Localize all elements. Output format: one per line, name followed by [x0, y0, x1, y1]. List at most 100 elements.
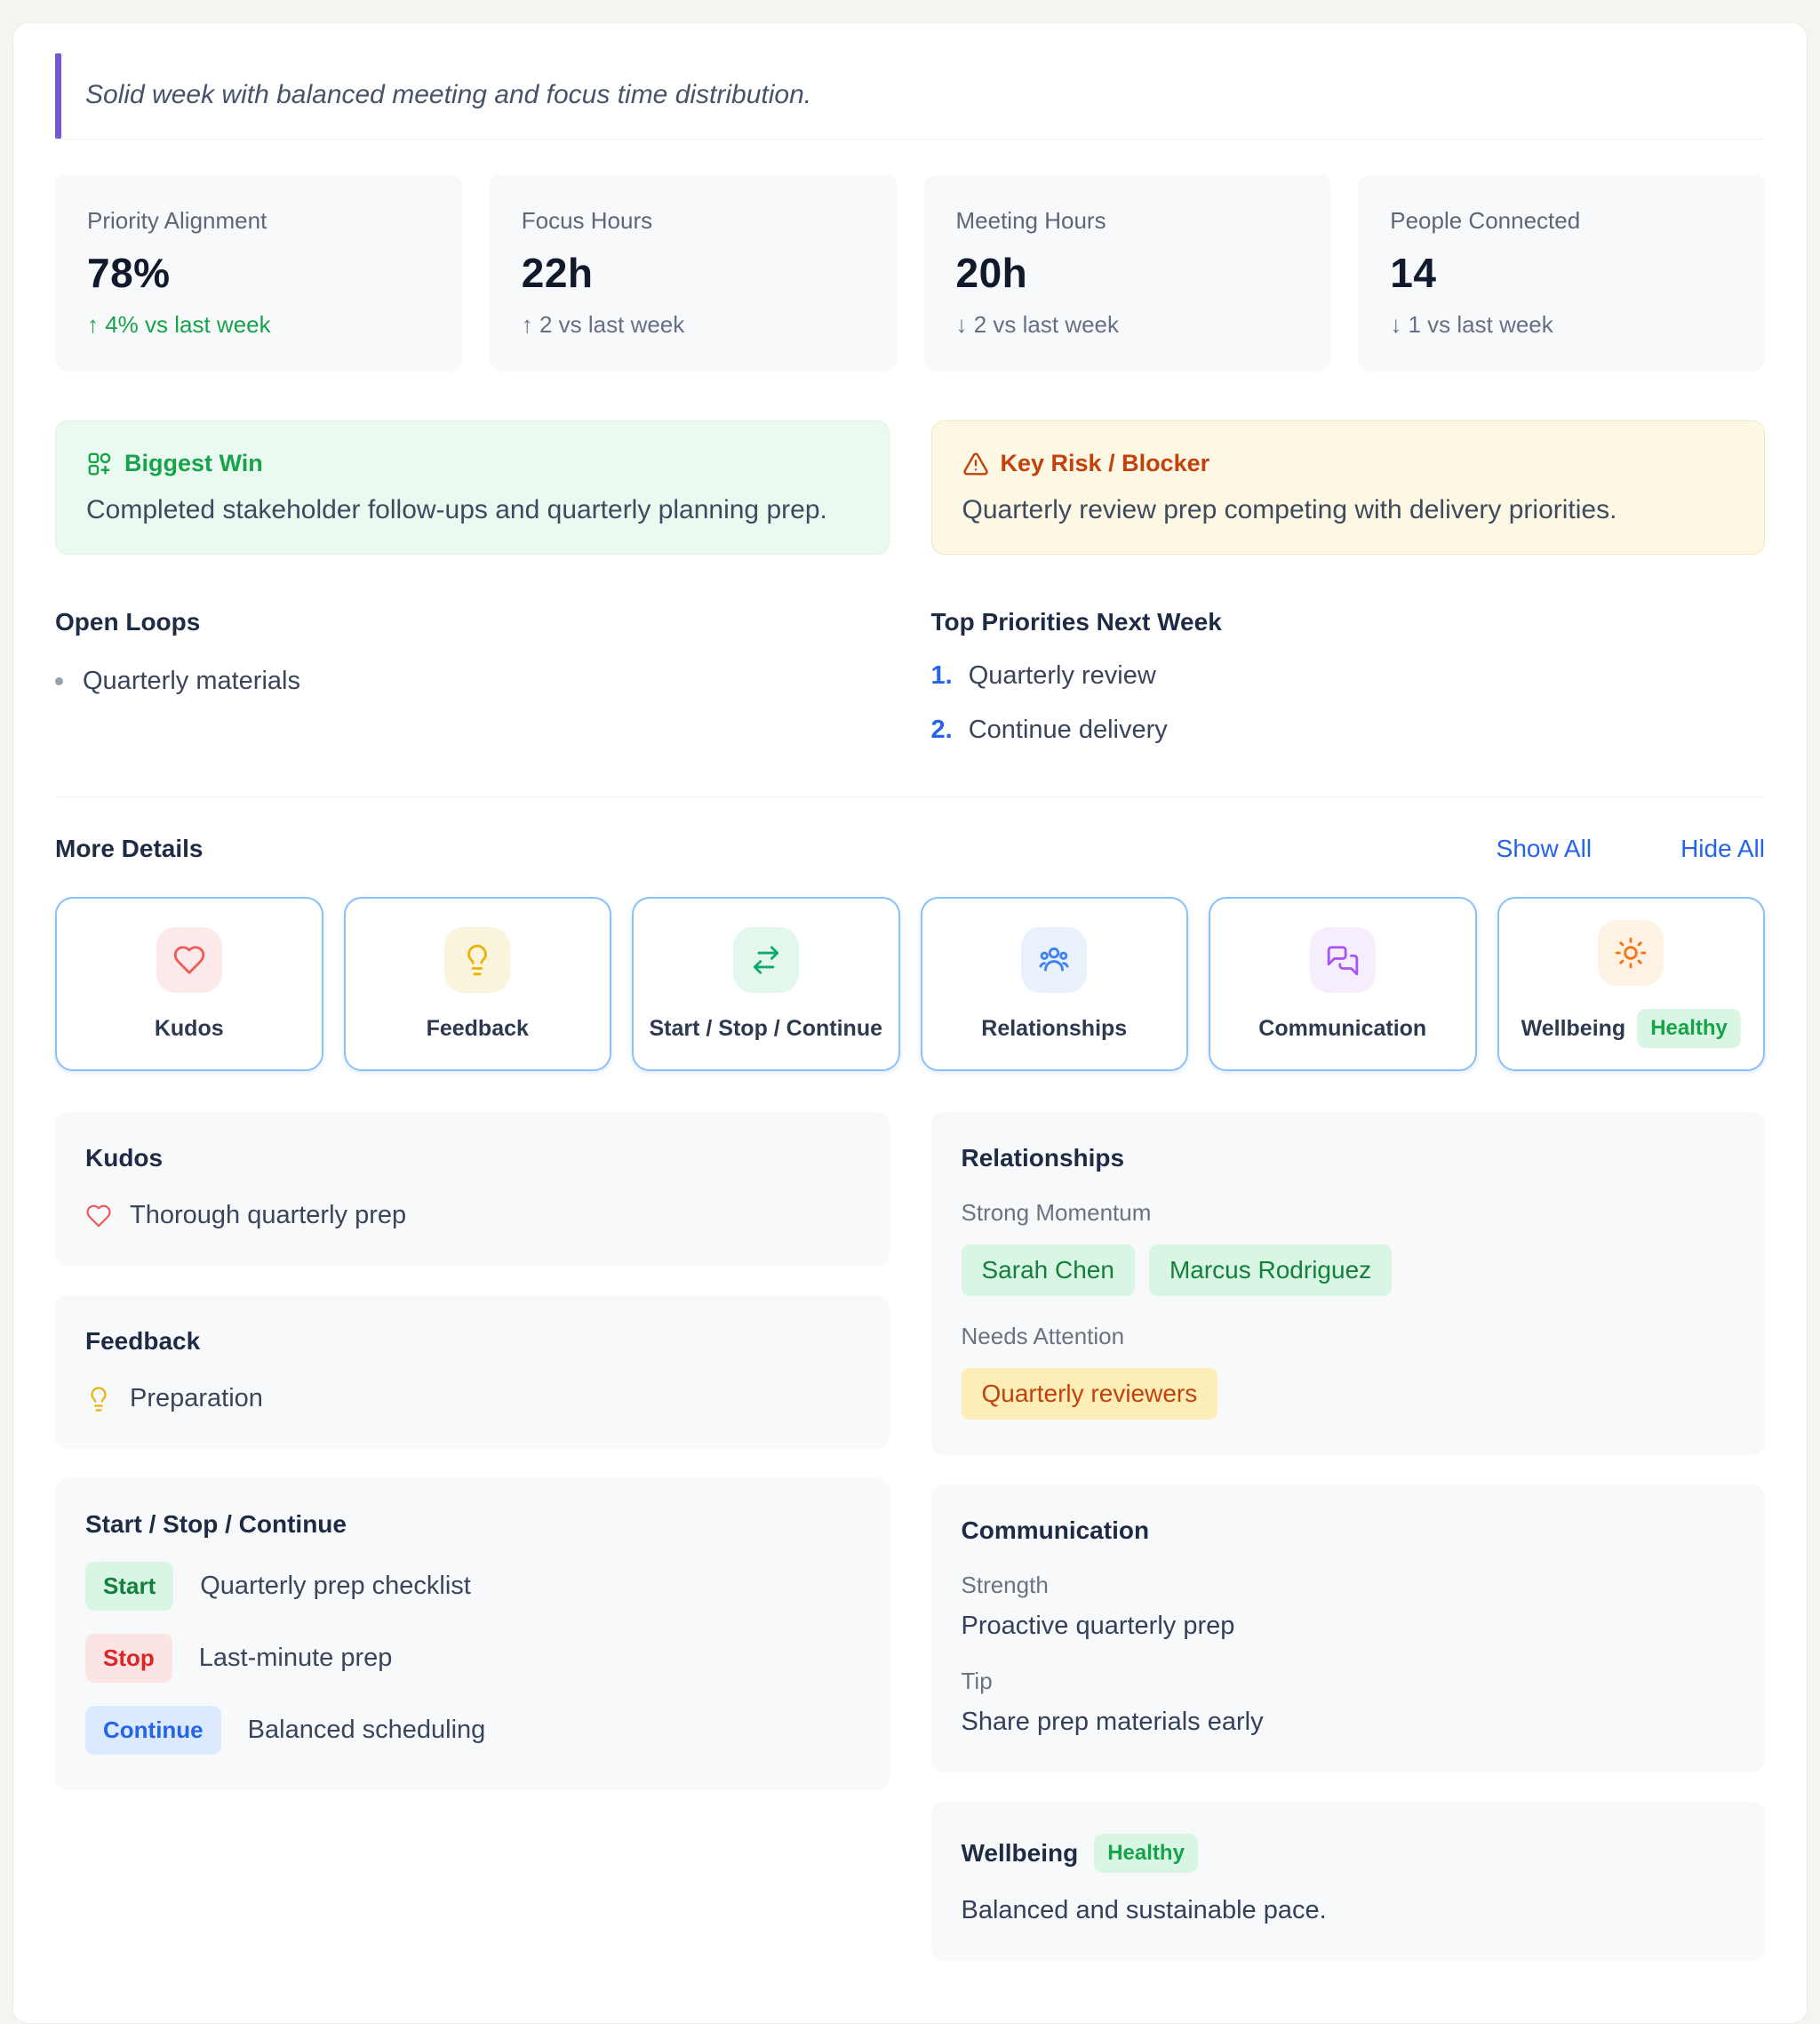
stat-delta: ↓ 2 vs last week — [955, 311, 1120, 338]
top-priorities-title: Top Priorities Next Week — [930, 608, 1222, 636]
feedback-section-title: Feedback — [85, 1327, 201, 1355]
stats-row: Priority Alignment 78% ↑ 4% vs last week… — [55, 175, 1765, 371]
grid-plus-icon — [86, 451, 113, 477]
stop-badge: Stop — [85, 1634, 172, 1683]
stat-label: Priority Alignment — [87, 207, 267, 234]
biggest-win-title: Biggest Win — [124, 450, 263, 476]
biggest-win-text: Completed stakeholder follow-ups and qua… — [86, 495, 827, 524]
stat-value: 78% — [87, 250, 171, 296]
biggest-win-callout: Biggest Win Completed stakeholder follow… — [55, 420, 890, 555]
arrows-left-right-icon — [732, 926, 799, 993]
stat-label: Meeting Hours — [955, 207, 1106, 234]
stat-delta: ↓ 1 vs last week — [1390, 311, 1553, 338]
stat-card-focus-hours: Focus Hours 22h ↑ 2 vs last week — [489, 175, 897, 371]
stat-value: 20h — [955, 250, 1028, 296]
card-label: Feedback — [426, 1015, 529, 1041]
people-group-icon — [1021, 926, 1088, 993]
priority-number: 2. — [930, 716, 953, 744]
stat-value: 14 — [1390, 250, 1437, 296]
top-priorities-list: Top Priorities Next Week 1. Quarterly re… — [931, 608, 1766, 745]
ssc-row-text: Last-minute prep — [198, 1644, 393, 1672]
continue-badge: Continue — [85, 1706, 221, 1755]
healthy-badge: Healthy — [1094, 1834, 1198, 1873]
warning-triangle-icon — [962, 451, 989, 477]
card-label: Relationships — [981, 1015, 1128, 1041]
relationships-section: Relationships Strong Momentum Sarah Chen… — [930, 1112, 1765, 1455]
relationships-card[interactable]: Relationships — [920, 897, 1188, 1071]
priority-text: Continue delivery — [968, 716, 1168, 744]
start-stop-continue-card[interactable]: Start / Stop / Continue — [632, 897, 900, 1071]
card-label: Start / Stop / Continue — [649, 1015, 883, 1041]
relationships-section-title: Relationships — [961, 1144, 1125, 1172]
ssc-row-text: Quarterly prep checklist — [200, 1572, 471, 1600]
key-risk-text: Quarterly review prep competing with del… — [962, 495, 1617, 524]
needs-attention-label: Needs Attention — [961, 1323, 1125, 1349]
kudos-item-text: Thorough quarterly prep — [130, 1201, 407, 1229]
callouts-row: Biggest Win Completed stakeholder follow… — [55, 420, 1765, 555]
more-details-title: More Details — [55, 835, 204, 862]
stat-delta: ↑ 2 vs last week — [521, 311, 685, 338]
open-loop-text: Quarterly materials — [83, 667, 300, 695]
feedback-card[interactable]: Feedback — [343, 897, 611, 1071]
summary-quote: Solid week with balanced meeting and foc… — [85, 80, 812, 109]
card-label: Wellbeing Healthy — [1521, 1009, 1741, 1048]
chat-bubbles-icon — [1309, 926, 1376, 993]
communication-card[interactable]: Communication — [1209, 897, 1477, 1071]
wellbeing-section-title: Wellbeing Healthy — [962, 1834, 1736, 1873]
key-risk-title: Key Risk / Blocker — [1000, 450, 1210, 476]
feedback-section: Feedback Preparation — [55, 1295, 890, 1449]
feedback-item: Preparation — [85, 1384, 859, 1413]
priority-text: Quarterly review — [968, 661, 1156, 690]
ssc-row-text: Balanced scheduling — [247, 1716, 486, 1744]
communication-section: Communication Strength Proactive quarter… — [930, 1484, 1765, 1772]
priority-number: 1. — [930, 661, 953, 690]
start-stop-continue-section: Start / Stop / Continue Start Quarterly … — [55, 1478, 890, 1790]
strong-momentum-tags: Sarah Chen Marcus Rodriguez — [961, 1244, 1736, 1296]
stat-value: 22h — [521, 250, 594, 296]
more-details-header: More Details Show All Hide All — [55, 835, 1765, 863]
stat-card-people-connected: People Connected 14 ↓ 1 vs last week — [1358, 175, 1765, 371]
show-all-link[interactable]: Show All — [1496, 835, 1592, 862]
right-column: Relationships Strong Momentum Sarah Chen… — [930, 1112, 1765, 1961]
weekly-summary-page: Solid week with balanced meeting and foc… — [12, 22, 1808, 2024]
stat-delta: ↑ 4% vs last week — [87, 311, 271, 338]
open-loops-list: Open Loops Quarterly materials — [55, 608, 890, 745]
needs-attention-tags: Quarterly reviewers — [961, 1368, 1736, 1420]
key-risk-callout: Key Risk / Blocker Quarterly review prep… — [930, 420, 1765, 555]
tip-label: Tip — [961, 1668, 993, 1694]
card-label: Communication — [1258, 1015, 1427, 1041]
tip-text: Share prep materials early — [961, 1708, 1264, 1736]
left-column: Kudos Thorough quarterly prep Feedback — [55, 1112, 890, 1790]
summary-quote-section: Solid week with balanced meeting and foc… — [55, 53, 1765, 140]
detail-sections: Kudos Thorough quarterly prep Feedback — [55, 1112, 1765, 1961]
feedback-item-text: Preparation — [130, 1384, 263, 1412]
kudos-section: Kudos Thorough quarterly prep — [55, 1112, 890, 1266]
quote-accent-bar — [55, 53, 61, 139]
lists-row: Open Loops Quarterly materials Top Prior… — [55, 608, 1765, 797]
ssc-row-stop: Stop Last-minute prep — [85, 1634, 859, 1683]
stat-label: People Connected — [1390, 207, 1581, 234]
heart-icon — [156, 926, 222, 993]
start-badge: Start — [85, 1562, 174, 1611]
hide-all-link[interactable]: Hide All — [1680, 835, 1765, 862]
stat-card-meeting-hours: Meeting Hours 20h ↓ 2 vs last week — [923, 175, 1331, 371]
wellbeing-text: Balanced and sustainable pace. — [961, 1896, 1327, 1924]
heart-icon — [85, 1203, 112, 1229]
list-item: Quarterly materials — [55, 667, 890, 696]
person-tag: Sarah Chen — [961, 1244, 1135, 1296]
healthy-badge: Healthy — [1637, 1009, 1741, 1048]
wellbeing-section: Wellbeing Healthy Balanced and sustainab… — [930, 1802, 1765, 1961]
person-tag: Marcus Rodriguez — [1148, 1244, 1393, 1296]
detail-toggle-cards: Kudos Feedback Start / Stop / Continue — [55, 897, 1765, 1071]
kudos-item: Thorough quarterly prep — [85, 1201, 859, 1230]
open-loops-title: Open Loops — [55, 608, 201, 636]
list-item: 2. Continue delivery — [931, 716, 1766, 745]
ssc-section-title: Start / Stop / Continue — [85, 1510, 347, 1538]
ssc-row-start: Start Quarterly prep checklist — [85, 1562, 859, 1611]
wellbeing-title-text: Wellbeing — [961, 1839, 1079, 1867]
kudos-card[interactable]: Kudos — [55, 897, 323, 1071]
person-tag: Quarterly reviewers — [961, 1368, 1218, 1420]
bullet-dot — [55, 677, 63, 685]
card-label: Kudos — [154, 1015, 224, 1041]
wellbeing-card[interactable]: Wellbeing Healthy — [1497, 897, 1765, 1071]
